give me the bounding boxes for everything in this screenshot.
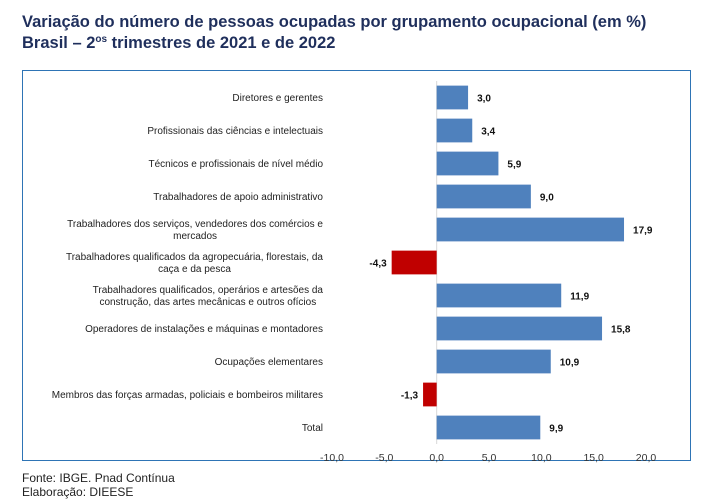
title-line-2-prefix: Brasil – 2 [22,34,96,52]
value-label: 11,9 [570,292,589,303]
category-label: Ocupações elementares [215,357,323,368]
value-label: 3,0 [477,94,491,105]
category-label-line: mercados [173,231,217,242]
value-label: 3,4 [481,127,495,138]
category-label-line: Operadores de instalações e máquinas e m… [85,324,323,335]
author-note: Elaboração: DIEESE [22,485,134,499]
x-tick-label: 15,0 [583,452,604,464]
x-tick-label: -10,0 [320,452,344,464]
category-label: Profissionais das ciências e intelectuai… [147,126,323,137]
value-label: 5,9 [507,160,521,171]
x-tick-label: 5,0 [482,452,497,464]
category-label: Total [302,423,323,434]
x-tick-label: 0,0 [429,452,444,464]
footer: Fonte: IBGE. Pnad Contínua Elaboração: D… [22,471,175,499]
bar [436,217,625,242]
chart-title: Variação do número de pessoas ocupadas p… [22,12,646,54]
category-label-line: construção, das artes mecânicas e outros… [99,297,316,308]
category-label: Técnicos e profissionais de nível médio [148,159,323,170]
title-line-1: Variação do número de pessoas ocupadas p… [22,13,647,31]
bar [423,382,437,407]
bars-layer [391,85,625,440]
source-note: Fonte: IBGE. Pnad Contínua [22,471,175,485]
category-label-line: caça e da pesca [158,264,231,275]
category-label-line: Membros das forças armadas, policiais e … [52,390,323,401]
title-line-2-sup: os [95,34,108,45]
bar [436,283,562,308]
chart-frame [22,70,691,461]
bar [436,415,541,440]
value-label: 17,9 [633,226,653,237]
value-label: -4,3 [369,259,387,270]
x-tick-label: -5,0 [375,452,393,464]
category-label-line: Trabalhadores dos serviços, vendedores d… [67,219,323,230]
bar [436,184,531,209]
bar [391,250,437,275]
labels-layer: 3,0 Diretores e gerentes 3,4 Profissionais … [52,93,653,435]
category-label-line: Trabalhadores de apoio administrativo [153,192,323,203]
category-label-line: Ocupações elementares [215,357,323,368]
category-label-line: Total [302,423,323,434]
bar [436,151,499,176]
category-label-line: Trabalhadores qualificados, operários e … [93,285,324,296]
x-tick-label: 20,0 [636,452,657,464]
category-label: Trabalhadores dos serviços, vendedores d… [67,219,323,242]
value-label: 9,0 [540,193,554,204]
bar [436,316,603,341]
category-label: Trabalhadores qualificados, operários e … [93,285,324,308]
category-label: Membros das forças armadas, policiais e … [52,390,323,401]
value-label: -1,3 [401,391,419,402]
category-label: Operadores de instalações e máquinas e m… [85,324,323,335]
title-line-2: Brasil – 2os trimestres de 2021 e de 202… [22,33,646,54]
x-tick-label: 10,0 [531,452,552,464]
category-label: Trabalhadores de apoio administrativo [153,192,323,203]
category-label: Diretores e gerentes [232,93,323,104]
category-label-line: Trabalhadores qualificados da agropecuár… [66,252,323,263]
category-label-line: Diretores e gerentes [232,93,323,104]
bar [436,349,551,374]
bar [436,118,473,143]
value-label: 9,9 [549,424,563,435]
category-label: Trabalhadores qualificados da agropecuár… [66,252,323,275]
value-label: 10,9 [560,358,580,369]
title-line-2-suffix: trimestres de 2021 e de 2022 [107,34,336,52]
category-label-line: Profissionais das ciências e intelectuai… [147,126,323,137]
value-label: 15,8 [611,325,631,336]
category-label-line: Técnicos e profissionais de nível médio [148,159,323,170]
bar [436,85,469,110]
axis-layer: -10,0 -5,0 0,0 5,0 10,0 15,0 20,0 [320,81,656,464]
